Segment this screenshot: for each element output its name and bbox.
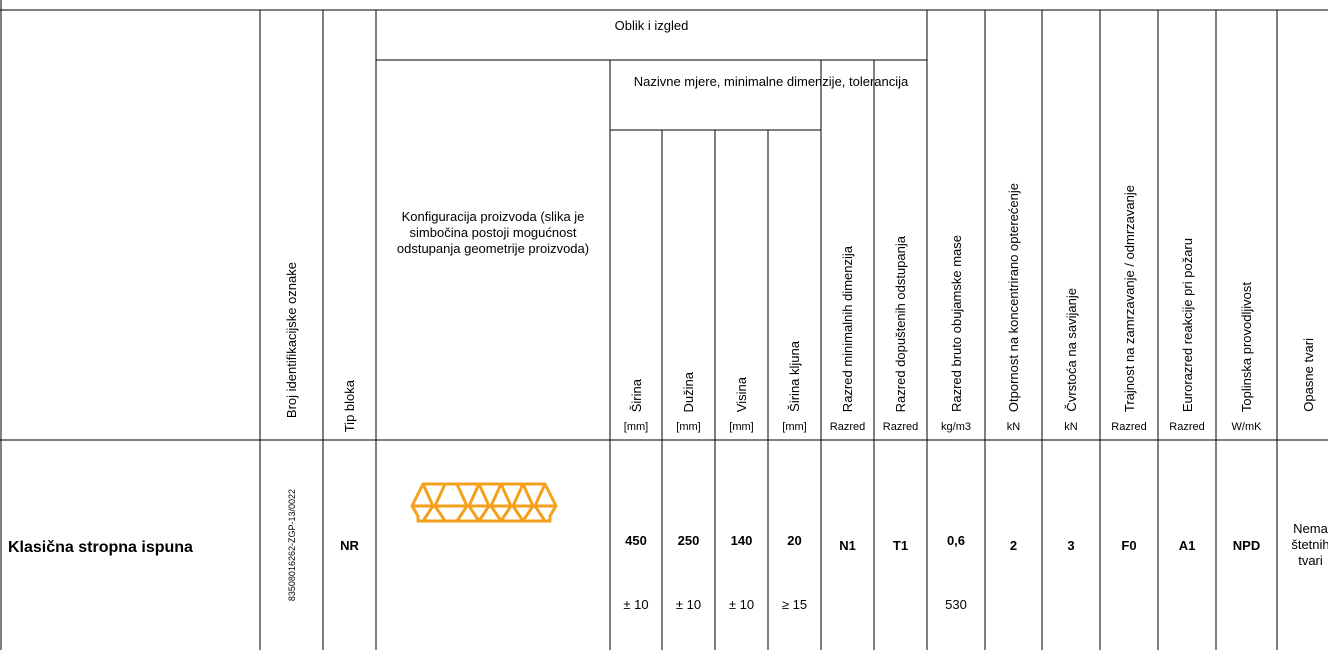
column-header: Razred dopuštenih odstupanja (893, 235, 908, 412)
cell-value: 0,6 (946, 533, 966, 548)
column-unit: [mm] (623, 421, 649, 433)
column-header: Širina kljuna (787, 341, 802, 412)
header-cell: Otpornost na koncentrirano opterećenje (985, 10, 1042, 412)
column-unit: Razred (1111, 421, 1147, 433)
column-unit: kN (1064, 421, 1078, 433)
column-header: Otpornost na koncentrirano opterećenje (1006, 182, 1021, 412)
column-header: Trajnost na zamrzavanje / odmrzavanje (1121, 184, 1137, 412)
cell-tolerance: ± 10 (623, 597, 649, 612)
column-header: Eurorazred reakcije pri požaru (1179, 237, 1195, 412)
header-cell: Trajnost na zamrzavanje / odmrzavanje (1100, 10, 1158, 412)
header-cell: Opasne tvari (1277, 10, 1328, 412)
column-header: Širina (628, 378, 644, 412)
id-cell: 83508016262-ZGP-13/0022 (260, 470, 323, 620)
header-cell: Čvrstoća na savijanje (1042, 10, 1100, 412)
cell-value: F0 (1121, 538, 1137, 553)
id-header: Broj identifikacijske oznake (284, 261, 299, 418)
header-cell: Visina (715, 130, 768, 412)
header-cell: Broj identifikacijske oznake (260, 10, 323, 418)
cell-value: T1 (892, 538, 909, 553)
column-header: Toplinska provodljivost (1239, 281, 1254, 412)
cell-tolerance: ≥ 15 (781, 597, 808, 612)
header-cell: Širina kljuna (768, 130, 821, 412)
cell-value: 20 (787, 533, 802, 548)
cell-tolerance: 530 (945, 597, 967, 612)
cell-value: NPD (1232, 538, 1261, 553)
column-unit: kg/m3 (941, 421, 971, 433)
group-title: Oblik i izgled (614, 18, 689, 33)
header-cell: Razred dopuštenih odstupanja (874, 60, 927, 412)
header-cell: Širina (610, 130, 662, 412)
header-cell: Toplinska provodljivost (1216, 10, 1277, 412)
column-unit: Razred (1169, 421, 1205, 433)
column-header: Visina (734, 376, 749, 412)
header-cell: Tip bloka (323, 10, 376, 432)
column-header: Čvrstoća na savijanje (1063, 288, 1079, 412)
id-value: 83508016262-ZGP-13/0022 (286, 488, 297, 602)
column-unit: [mm] (782, 421, 807, 433)
cell-value: N1 (839, 538, 856, 553)
header-cell: Razred bruto obujamske mase (927, 10, 985, 412)
column-header: Razred bruto obujamske mase (948, 234, 964, 412)
cell-value: A1 (1178, 538, 1196, 553)
column-unit: Razred (829, 421, 866, 433)
cell-value: 3 (1067, 538, 1075, 553)
column-unit: [mm] (676, 421, 701, 433)
cell-value: 140 (730, 533, 753, 548)
header-cell: Eurorazred reakcije pri požaru (1158, 10, 1216, 412)
cell-value: 250 (677, 533, 700, 548)
row-name: Klasična stropna ispuna (8, 539, 193, 556)
type-header: Tip bloka (342, 379, 357, 432)
cell-tolerance: ± 10 (728, 597, 755, 612)
column-unit: Razred (882, 421, 919, 433)
header-cell: Razred minimalnih dimenzija (821, 60, 874, 412)
configuration-header: Konfiguracija proizvoda (slika je simboč… (396, 209, 590, 256)
column-header: Opasne tvari (1301, 338, 1316, 412)
column-header: Dužina (681, 371, 696, 412)
cell-value: Nema štetnih tvari (1291, 521, 1328, 568)
column-unit: kN (1006, 421, 1021, 433)
cell-tolerance: ± 10 (675, 597, 702, 612)
cell-value: 2 (1009, 538, 1018, 553)
product-icon (410, 482, 558, 523)
column-header: Razred minimalnih dimenzija (840, 245, 855, 412)
column-unit: W/mK (1231, 421, 1262, 433)
subgroup-title: Nazivne mjere, minimalne dimenzije, tole… (633, 74, 909, 89)
header-cell: Dužina (662, 130, 715, 412)
type-value: NR (340, 538, 359, 553)
cell-value: 450 (625, 533, 647, 548)
column-unit: [mm] (729, 421, 754, 433)
